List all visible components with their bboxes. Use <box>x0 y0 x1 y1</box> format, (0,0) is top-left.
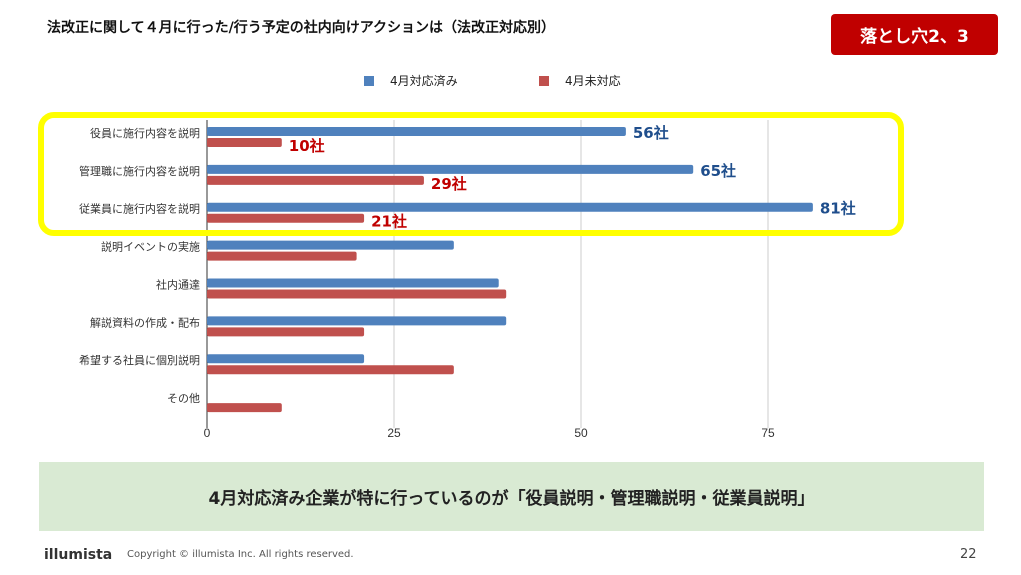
slide-title: 法改正に関して４月に行った/行う予定の社内向けアクションは（法改正対応別） <box>47 20 555 36</box>
bar-done <box>207 202 813 212</box>
x-tick-label: 50 <box>574 426 588 440</box>
legend-item-done: 4月対応済み <box>364 72 458 89</box>
data-label-not-done: 29社 <box>431 175 467 193</box>
legend-label-not-done: 4月未対応 <box>565 74 621 88</box>
data-label-done: 56社 <box>633 124 669 142</box>
bar-done <box>207 240 454 250</box>
pitfall-badge: 落とし穴2、3 <box>831 14 998 55</box>
illumista-logo: illumista <box>44 547 113 563</box>
bar-not-done <box>207 403 282 413</box>
x-tick-label: 75 <box>761 426 775 440</box>
legend-label-done: 4月対応済み <box>390 74 458 88</box>
bar-done <box>207 164 694 174</box>
copyright-text: Copyright © illumista Inc. All rights re… <box>127 549 354 560</box>
legend-swatch-not-done <box>539 75 549 86</box>
data-label-done: 81社 <box>820 200 856 218</box>
data-label-done: 65社 <box>700 162 736 180</box>
summary-banner: 4月対応済み企業が特に行っているのが「役員説明・管理職説明・従業員説明」 <box>39 462 984 531</box>
category-label: 解説資料の作成・配布 <box>90 315 200 329</box>
bar-not-done <box>207 213 365 223</box>
summary-text: 4月対応済み企業が特に行っているのが「役員説明・管理職説明・従業員説明」 <box>208 489 815 509</box>
bar-not-done <box>207 251 357 261</box>
bar-done <box>207 316 507 326</box>
bar-done <box>207 354 365 364</box>
category-label: その他 <box>167 392 200 405</box>
bar-not-done <box>207 175 424 185</box>
category-label: 従業員に施行内容を説明 <box>79 202 200 216</box>
category-label: 説明イベントの実施 <box>101 240 200 254</box>
x-tick-label: 0 <box>204 426 211 440</box>
legend-swatch-done <box>364 75 374 86</box>
page-number: 22 <box>960 547 977 562</box>
legend-item-not-done: 4月未対応 <box>539 72 621 89</box>
chart-legend: 4月対応済み 4月未対応 <box>0 72 1021 92</box>
bar-not-done <box>207 327 365 337</box>
bar-done <box>207 278 499 288</box>
category-label: 希望する社員に個別説明 <box>79 353 200 367</box>
bar-not-done <box>207 289 507 299</box>
data-label-not-done: 10社 <box>289 137 325 155</box>
category-label: 管理職に施行内容を説明 <box>79 164 200 178</box>
category-label: 役員に施行内容を説明 <box>90 126 200 140</box>
category-label: 社内通達 <box>156 277 200 291</box>
bar-not-done <box>207 365 454 375</box>
data-label-not-done: 21社 <box>371 213 407 231</box>
bar-not-done <box>207 137 282 147</box>
highlight-box <box>38 112 904 236</box>
bar-done <box>207 126 626 136</box>
x-tick-label: 25 <box>387 426 401 440</box>
